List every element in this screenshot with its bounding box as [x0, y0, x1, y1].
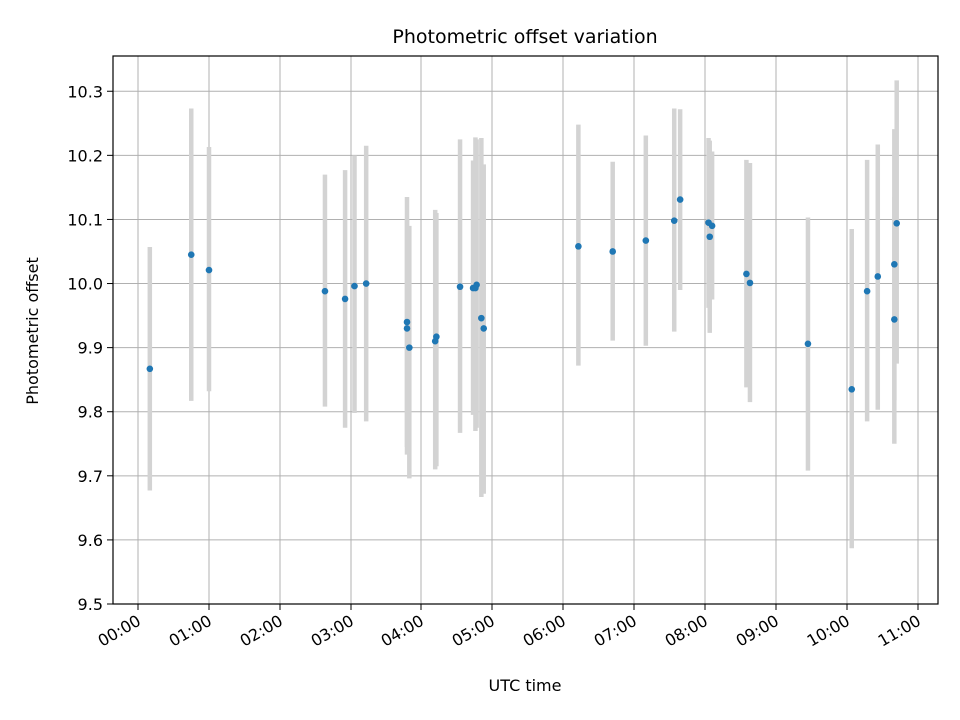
x-tick-label: 03:00 — [308, 611, 357, 651]
data-point — [433, 333, 440, 341]
data-point — [893, 219, 900, 227]
data-point — [863, 287, 871, 295]
data-point — [146, 365, 154, 373]
y-tick-label: 9.6 — [78, 531, 103, 550]
data-point — [403, 325, 411, 332]
y-tick-label: 10.1 — [67, 210, 103, 229]
data-point — [609, 248, 616, 255]
x-tick-label: 06:00 — [520, 611, 569, 651]
data-point — [874, 273, 882, 280]
x-tick-label: 05:00 — [449, 611, 498, 651]
x-tick-label: 04:00 — [378, 611, 427, 651]
x-tick-label: 09:00 — [733, 611, 782, 651]
y-tick-label: 10.3 — [67, 82, 103, 101]
data-point — [848, 385, 856, 393]
data-point — [575, 243, 582, 250]
x-axis-label: UTC time — [489, 676, 562, 695]
chart-title: Photometric offset variation — [392, 26, 657, 48]
data-point — [473, 281, 480, 289]
y-tick-label: 9.8 — [78, 403, 103, 422]
data-point — [746, 279, 754, 287]
data-point — [706, 233, 714, 241]
data-point — [205, 266, 213, 274]
data-point — [403, 318, 411, 326]
y-axis-label: Photometric offset — [23, 257, 42, 405]
data-point — [362, 280, 370, 287]
data-point — [478, 314, 485, 322]
data-point — [891, 261, 898, 268]
data-points — [146, 196, 900, 393]
data-point — [891, 316, 898, 323]
y-axis-ticks: 9.5 9.6 9.7 9.8 9.9 10.0 10.1 10.2 10.3 — [67, 82, 113, 614]
y-tick-label: 9.7 — [78, 467, 103, 486]
data-point — [321, 287, 329, 295]
data-point — [187, 251, 195, 258]
x-tick-label: 02:00 — [237, 611, 286, 651]
data-point — [406, 344, 413, 351]
y-tick-label: 10.2 — [67, 146, 103, 165]
data-point — [456, 283, 464, 291]
y-tick-label: 9.9 — [78, 339, 103, 358]
x-tick-label: 10:00 — [804, 611, 853, 651]
data-point — [480, 325, 488, 332]
x-axis-ticks: 00:00 01:00 02:00 03:00 04:00 05:00 06:00 07:00… — [95, 604, 924, 651]
x-tick-label: 00:00 — [95, 611, 144, 651]
x-tick-label: 07:00 — [591, 611, 640, 651]
data-point — [642, 237, 650, 244]
data-point — [670, 217, 678, 225]
x-tick-label: 01:00 — [166, 611, 215, 651]
y-tick-label: 9.5 — [78, 595, 103, 614]
data-point — [743, 270, 750, 278]
data-point — [804, 340, 812, 348]
y-tick-label: 10.0 — [67, 275, 103, 294]
data-point — [351, 282, 358, 290]
x-tick-label: 08:00 — [662, 611, 711, 651]
plot-frame — [112, 55, 939, 605]
data-point — [676, 196, 684, 203]
grid-lines — [113, 56, 938, 605]
data-point — [708, 222, 716, 230]
x-tick-label: 11:00 — [875, 611, 924, 651]
data-point — [341, 295, 349, 303]
